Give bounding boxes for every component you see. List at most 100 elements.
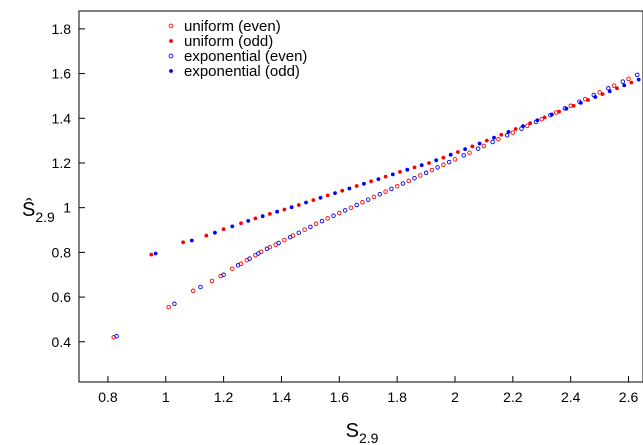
data-point-series-2	[423, 170, 429, 176]
legend-label: uniform (even)	[184, 18, 281, 35]
data-point-series-0	[383, 189, 388, 194]
data-point-series-1	[499, 132, 504, 137]
data-point-series-3	[318, 195, 323, 200]
x-tick-label: 1.6	[330, 389, 350, 405]
data-point-series-1	[586, 98, 590, 102]
plot-frame	[78, 10, 643, 383]
legend: uniform (even)uniform (odd)exponential (…	[168, 18, 307, 80]
data-point-series-1	[470, 144, 475, 149]
data-point-series-1	[204, 233, 209, 238]
x-tick-label: 2.6	[619, 389, 639, 405]
data-point-series-3	[419, 163, 424, 168]
data-point-series-1	[383, 174, 388, 179]
data-point-series-0	[371, 194, 377, 200]
data-point-series-2	[114, 333, 119, 339]
data-point-series-2	[221, 272, 226, 277]
data-point-series-1	[340, 188, 345, 193]
data-point-series-1	[398, 170, 402, 174]
data-point-series-3	[405, 167, 410, 172]
data-point-series-3	[578, 101, 583, 105]
x-tick-label: 1.2	[214, 389, 234, 405]
data-point-series-1	[149, 252, 154, 257]
data-point-series-1	[615, 86, 619, 91]
x-tick-label: 0.8	[98, 389, 118, 405]
data-point-series-1	[484, 138, 489, 143]
data-point-series-1	[629, 80, 634, 85]
data-point-series-3	[275, 209, 279, 214]
y-tick-label: 1	[63, 200, 71, 216]
y-axis-title: Ŝ2.9	[22, 198, 55, 225]
data-point-series-2	[319, 218, 325, 224]
data-point-series-2	[634, 72, 640, 78]
data-point-series-0	[496, 137, 501, 142]
data-point-series-2	[400, 181, 406, 186]
data-point-series-3	[260, 214, 265, 219]
legend-label: exponential (even)	[184, 48, 307, 65]
data-point-series-1	[221, 227, 226, 232]
data-point-series-2	[461, 153, 466, 158]
data-point-series-1	[325, 193, 330, 198]
data-point-series-1	[239, 221, 243, 226]
legend-label: exponential (odd)	[184, 63, 300, 80]
data-point-series-2	[331, 213, 336, 218]
data-point-series-3	[492, 135, 496, 140]
data-point-series-2	[435, 165, 440, 170]
data-point-series-1	[253, 216, 258, 221]
data-point-series-2	[235, 263, 241, 268]
y-tick-label: 0.4	[52, 334, 72, 350]
data-point-series-2	[620, 79, 626, 84]
data-point-series-3	[448, 152, 453, 157]
legend-label: uniform (odd)	[184, 33, 273, 50]
data-point-series-3	[521, 124, 525, 128]
data-point-series-1	[528, 121, 533, 126]
y-tick-label: 1.4	[52, 110, 72, 126]
data-point-series-0	[282, 237, 287, 243]
data-point-series-3	[477, 141, 482, 146]
data-point-series-2	[490, 139, 495, 145]
data-point-series-0	[313, 221, 319, 227]
x-axis-title-base: S	[346, 420, 359, 442]
data-point-series-2	[342, 208, 348, 213]
x-tick-label: 1	[162, 389, 170, 405]
data-point-series-1	[571, 103, 576, 108]
data-point-series-0	[230, 266, 235, 271]
data-point-series-0	[394, 183, 400, 189]
data-point-series-2	[475, 146, 481, 151]
data-point-series-0	[467, 150, 472, 155]
data-point-series-1	[600, 92, 605, 96]
x-tick-label: 2	[451, 389, 459, 405]
data-point-series-1	[282, 207, 287, 212]
data-point-series-1	[427, 161, 431, 165]
y-tick-label: 1.6	[52, 66, 72, 82]
y-axis-title-base: Ŝ	[22, 198, 35, 221]
data-point-series-0	[418, 173, 423, 178]
data-point-series-2	[172, 301, 177, 307]
data-point-series-2	[276, 240, 281, 246]
data-point-series-1	[354, 184, 359, 188]
data-point-series-0	[452, 157, 458, 162]
data-point-series-2	[287, 234, 293, 240]
data-point-series-3	[535, 118, 540, 123]
data-point-series-0	[481, 143, 487, 149]
data-point-series-2	[198, 284, 203, 290]
data-point-series-0	[626, 76, 631, 82]
data-point-series-3	[463, 147, 467, 152]
data-point-series-3	[189, 238, 194, 243]
data-point-series-2	[504, 133, 510, 138]
y-tick-label: 1.2	[52, 155, 72, 171]
data-point-series-0	[525, 123, 530, 129]
data-point-series-0	[510, 130, 516, 135]
data-point-series-1	[441, 155, 446, 160]
data-point-series-1	[296, 203, 301, 207]
data-point-series-1	[369, 179, 373, 184]
data-point-series-0	[302, 227, 307, 232]
data-point-series-3	[230, 224, 235, 229]
data-points	[111, 72, 641, 340]
y-tick-label: 1.8	[52, 21, 72, 37]
data-point-series-3	[390, 172, 395, 177]
legend-marker	[169, 69, 173, 73]
data-point-series-3	[434, 158, 439, 163]
data-point-series-2	[296, 230, 302, 235]
data-point-series-0	[190, 288, 196, 294]
